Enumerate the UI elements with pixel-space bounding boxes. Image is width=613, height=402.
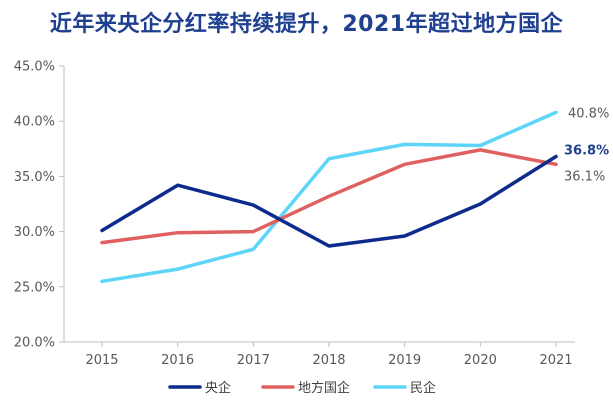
series-end-label: 36.8% — [564, 144, 609, 159]
legend-label: 央企 — [205, 380, 231, 396]
chart-title: 近年来央企分红率持续提升，2021年超过地方国企 — [49, 12, 564, 37]
legend-label: 民企 — [410, 380, 436, 396]
x-tick-label: 2020 — [464, 353, 497, 368]
series-line-0 — [100, 154, 558, 248]
y-tick-label: 35.0% — [14, 170, 55, 185]
x-tick-label: 2018 — [312, 353, 345, 368]
y-tick-label: 40.0% — [14, 115, 55, 130]
series-line-2 — [100, 110, 558, 284]
x-tick-label: 2017 — [237, 353, 270, 368]
series-end-label: 36.1% — [564, 169, 605, 184]
y-tick-label: 25.0% — [14, 280, 55, 295]
x-tick-label: 2015 — [85, 353, 118, 368]
y-tick-label: 30.0% — [14, 225, 55, 240]
legend-label: 地方国企 — [298, 380, 350, 396]
y-tick-label: 20.0% — [14, 336, 55, 351]
series-line-1 — [100, 148, 558, 245]
x-tick-label: 2016 — [161, 353, 194, 368]
x-tick-label: 2021 — [539, 353, 572, 368]
y-tick-label: 45.0% — [14, 60, 55, 75]
series-end-label: 40.8% — [568, 106, 609, 121]
x-tick-label: 2019 — [388, 353, 421, 368]
